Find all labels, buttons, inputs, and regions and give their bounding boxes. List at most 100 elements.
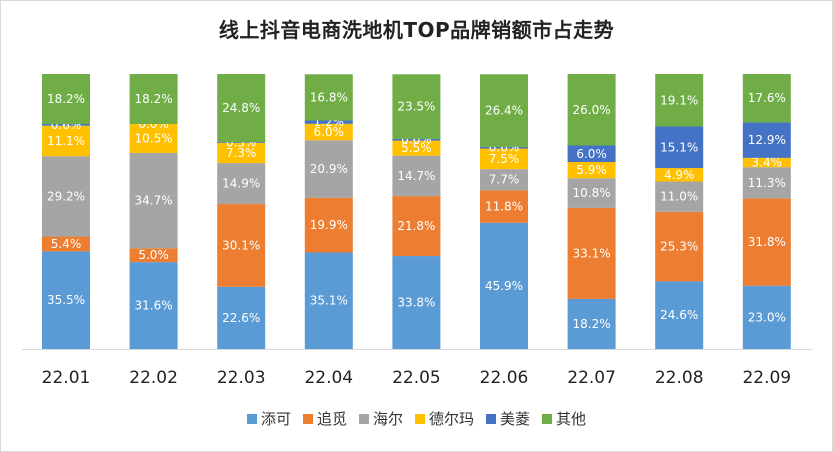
x-tick-label: 22.08: [655, 368, 704, 388]
bar-segment-美菱-22.09: [742, 122, 791, 158]
x-tick-label: 22.04: [304, 368, 353, 388]
data-label: 5.4%: [51, 237, 82, 251]
bar-segment-德尔玛-22.05: [392, 140, 441, 156]
legend-swatch: [542, 413, 553, 424]
data-label: 14.7%: [397, 169, 435, 183]
bar-segment-其他-22.03: [217, 74, 266, 143]
legend-item: 追觅: [302, 408, 347, 429]
x-tick-label: 22.01: [42, 368, 91, 388]
data-label: 33.1%: [573, 246, 611, 260]
bar-segment-其他-22.04: [304, 74, 353, 121]
x-tick-label: 22.02: [129, 368, 178, 388]
legend-swatch: [486, 413, 497, 424]
legend-item: 美菱: [486, 408, 530, 429]
bar-segment-添可-22.04: [304, 252, 353, 349]
bar-segment-其他-22.05: [392, 74, 441, 139]
data-label: 35.5%: [47, 293, 85, 307]
bar-segment-海尔-22.09: [742, 167, 791, 199]
bar-segment-德尔玛-22.02: [129, 124, 178, 153]
data-label: 11.3%: [748, 176, 786, 190]
legend-label: 美菱: [500, 410, 531, 428]
data-label: 5.9%: [576, 163, 607, 177]
bar-segment-添可-22.01: [42, 251, 90, 349]
bar-segment-德尔玛-22.01: [42, 125, 90, 157]
data-label: 5.0%: [138, 248, 169, 262]
data-label: 34.7%: [135, 194, 173, 208]
x-tick-label: 22.03: [217, 368, 266, 388]
x-tick-label: 22.09: [742, 368, 791, 388]
bar-segment-添可-22.05: [392, 256, 441, 349]
data-label: 26.0%: [573, 103, 611, 117]
data-label: 20.9%: [310, 162, 348, 176]
data-label: 12.9%: [748, 133, 786, 147]
data-label: 23.0%: [748, 310, 786, 324]
bar-segment-追觅-22.06: [480, 190, 528, 223]
bar-segment-其他-22.02: [129, 74, 178, 125]
data-label: 18.2%: [135, 92, 173, 106]
x-tick-label: 22.05: [392, 368, 441, 388]
bar-segment-其他-22.06: [480, 74, 528, 147]
bar-segment-海尔-22.03: [217, 163, 266, 205]
data-label: 29.2%: [47, 189, 85, 203]
data-label: 25.3%: [660, 240, 698, 254]
data-label: 23.5%: [397, 100, 435, 114]
data-label: 33.8%: [397, 296, 435, 310]
bar-segment-海尔-22.05: [392, 155, 441, 197]
bar-segment-海尔-22.08: [655, 181, 704, 212]
legend-item: 德尔玛: [415, 408, 474, 429]
bar-segment-添可-22.08: [655, 281, 704, 349]
bar-segment-追觅-22.07: [567, 207, 616, 299]
data-label: 11.0%: [660, 190, 698, 204]
bar-segment-德尔玛-22.09: [742, 157, 791, 168]
bar-segment-美菱-22.06: [480, 146, 528, 149]
bar-segment-海尔-22.04: [304, 140, 353, 198]
data-label: 5.5%: [401, 141, 432, 155]
data-label: 6.0%: [576, 147, 607, 161]
bar-segment-德尔玛-22.03: [217, 143, 266, 164]
bar-segment-海尔-22.02: [129, 152, 178, 249]
bar-segment-美菱-22.04: [304, 120, 353, 124]
bar-segment-追觅-22.02: [129, 248, 178, 263]
data-label: 19.1%: [660, 93, 698, 107]
x-tick-label: 22.07: [567, 368, 616, 388]
legend-label: 追觅: [316, 410, 347, 428]
data-label: 6.0%: [314, 125, 345, 139]
data-label: 18.2%: [47, 92, 85, 106]
data-label: 26.4%: [485, 104, 523, 118]
bar-segment-海尔-22.01: [42, 156, 90, 237]
data-label: 11.8%: [485, 200, 523, 214]
data-label: 7.5%: [489, 152, 520, 166]
data-label: 19.9%: [310, 218, 348, 232]
data-label: 31.8%: [748, 235, 786, 249]
bar-segment-追觅-22.03: [217, 204, 266, 287]
bar-segment-美菱-22.07: [567, 145, 616, 162]
bar-segment-美菱-22.08: [655, 126, 704, 169]
data-label: 3.4%: [752, 156, 783, 170]
data-label: 35.1%: [310, 294, 348, 308]
bar-segment-其他-22.07: [567, 74, 616, 146]
bar-segment-美菱-22.05: [392, 138, 441, 141]
data-label: 30.1%: [222, 238, 260, 252]
legend-item: 添可: [246, 408, 291, 429]
data-label: 16.8%: [310, 90, 348, 104]
data-label: 24.6%: [660, 308, 698, 322]
bar-segment-其他-22.01: [42, 74, 90, 125]
bar-segment-海尔-22.06: [480, 169, 528, 191]
data-label: 4.9%: [664, 168, 695, 182]
bar-segment-添可-22.07: [567, 298, 616, 349]
bar-segment-添可-22.06: [480, 222, 528, 349]
data-label: 11.1%: [47, 134, 85, 148]
legend-swatch: [415, 413, 425, 424]
bar-segment-添可-22.03: [217, 286, 266, 349]
bar-segment-德尔玛-22.06: [480, 148, 528, 170]
chart-legend: 添可 追觅 海尔 德尔玛 美菱 其他: [0, 408, 833, 429]
bar-segment-追觅-22.04: [304, 197, 353, 253]
legend-label: 海尔: [372, 410, 403, 428]
data-label: 45.9%: [485, 279, 523, 293]
bar-segment-美菱-22.03: [217, 142, 266, 144]
legend-label: 其他: [556, 410, 587, 428]
data-label: 7.3%: [226, 146, 257, 160]
legend-item: 海尔: [358, 408, 403, 429]
chart-title: 线上抖音电商洗地机TOP品牌销额市占走势: [218, 18, 615, 42]
